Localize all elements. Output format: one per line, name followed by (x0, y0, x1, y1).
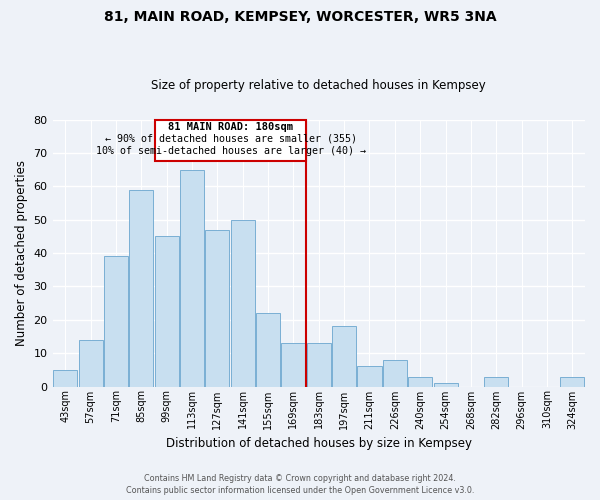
Bar (205, 230, 229, 386)
Title: Size of property relative to detached houses in Kempsey: Size of property relative to detached ho… (151, 79, 486, 92)
Bar (383, 360, 407, 386)
Bar (180, 170, 204, 386)
Text: ← 90% of detached houses are smaller (355): ← 90% of detached houses are smaller (35… (104, 134, 356, 144)
Text: 81, MAIN ROAD, KEMPSEY, WORCESTER, WR5 3NA: 81, MAIN ROAD, KEMPSEY, WORCESTER, WR5 3… (104, 10, 496, 24)
Bar (307, 343, 331, 386)
Bar (53, 370, 77, 386)
Y-axis label: Number of detached properties: Number of detached properties (15, 160, 28, 346)
Bar (332, 326, 356, 386)
Bar (104, 256, 128, 386)
Bar (358, 366, 382, 386)
Bar (129, 190, 154, 386)
Bar (281, 343, 305, 386)
FancyBboxPatch shape (155, 120, 306, 162)
Bar (560, 376, 584, 386)
Bar (79, 340, 103, 386)
Bar (155, 236, 179, 386)
Text: 10% of semi-detached houses are larger (40) →: 10% of semi-detached houses are larger (… (95, 146, 365, 156)
X-axis label: Distribution of detached houses by size in Kempsey: Distribution of detached houses by size … (166, 437, 472, 450)
Bar (408, 376, 432, 386)
Bar (484, 376, 508, 386)
Bar (230, 220, 255, 386)
Text: Contains HM Land Registry data © Crown copyright and database right 2024.
Contai: Contains HM Land Registry data © Crown c… (126, 474, 474, 495)
Bar (434, 383, 458, 386)
Text: 81 MAIN ROAD: 180sqm: 81 MAIN ROAD: 180sqm (168, 122, 293, 132)
Bar (256, 313, 280, 386)
